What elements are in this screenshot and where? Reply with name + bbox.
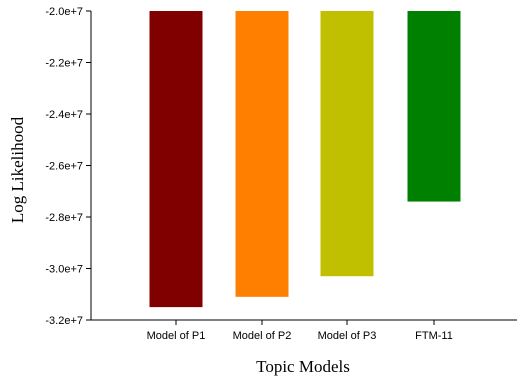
y-tick-label: -3.2e+7: [45, 315, 83, 327]
x-axis: Model of P1 Model of P2 Model of P3 FTM-11: [147, 320, 453, 342]
bar-model-of-p1: [149, 11, 203, 308]
bar-model-of-p3: [320, 11, 374, 277]
x-tick-label: Model of P3: [318, 330, 377, 342]
y-axis: -2.0e+7 -2.2e+7 -2.4e+7 -2.6e+7 -2.8e+7 -3.0e…: [45, 6, 91, 327]
y-tick-label: -3.0e+7: [45, 264, 83, 276]
bar-ftm-11: [407, 11, 461, 202]
y-tick-label: -2.2e+7: [45, 58, 83, 70]
y-tick-label: -2.0e+7: [45, 6, 83, 18]
y-tick-label: -2.4e+7: [45, 109, 83, 121]
bar-model-of-p2: [235, 11, 289, 297]
x-tick-label: Model of P2: [233, 330, 292, 342]
bars-group: [149, 11, 461, 308]
x-axis-title: Topic Models: [256, 357, 350, 376]
x-tick-label: Model of P1: [147, 330, 206, 342]
y-tick-label: -2.8e+7: [45, 212, 83, 224]
x-tick-label: FTM-11: [415, 330, 453, 342]
y-tick-label: -2.6e+7: [45, 161, 83, 173]
y-axis-title: Log Likelihood: [8, 116, 27, 223]
